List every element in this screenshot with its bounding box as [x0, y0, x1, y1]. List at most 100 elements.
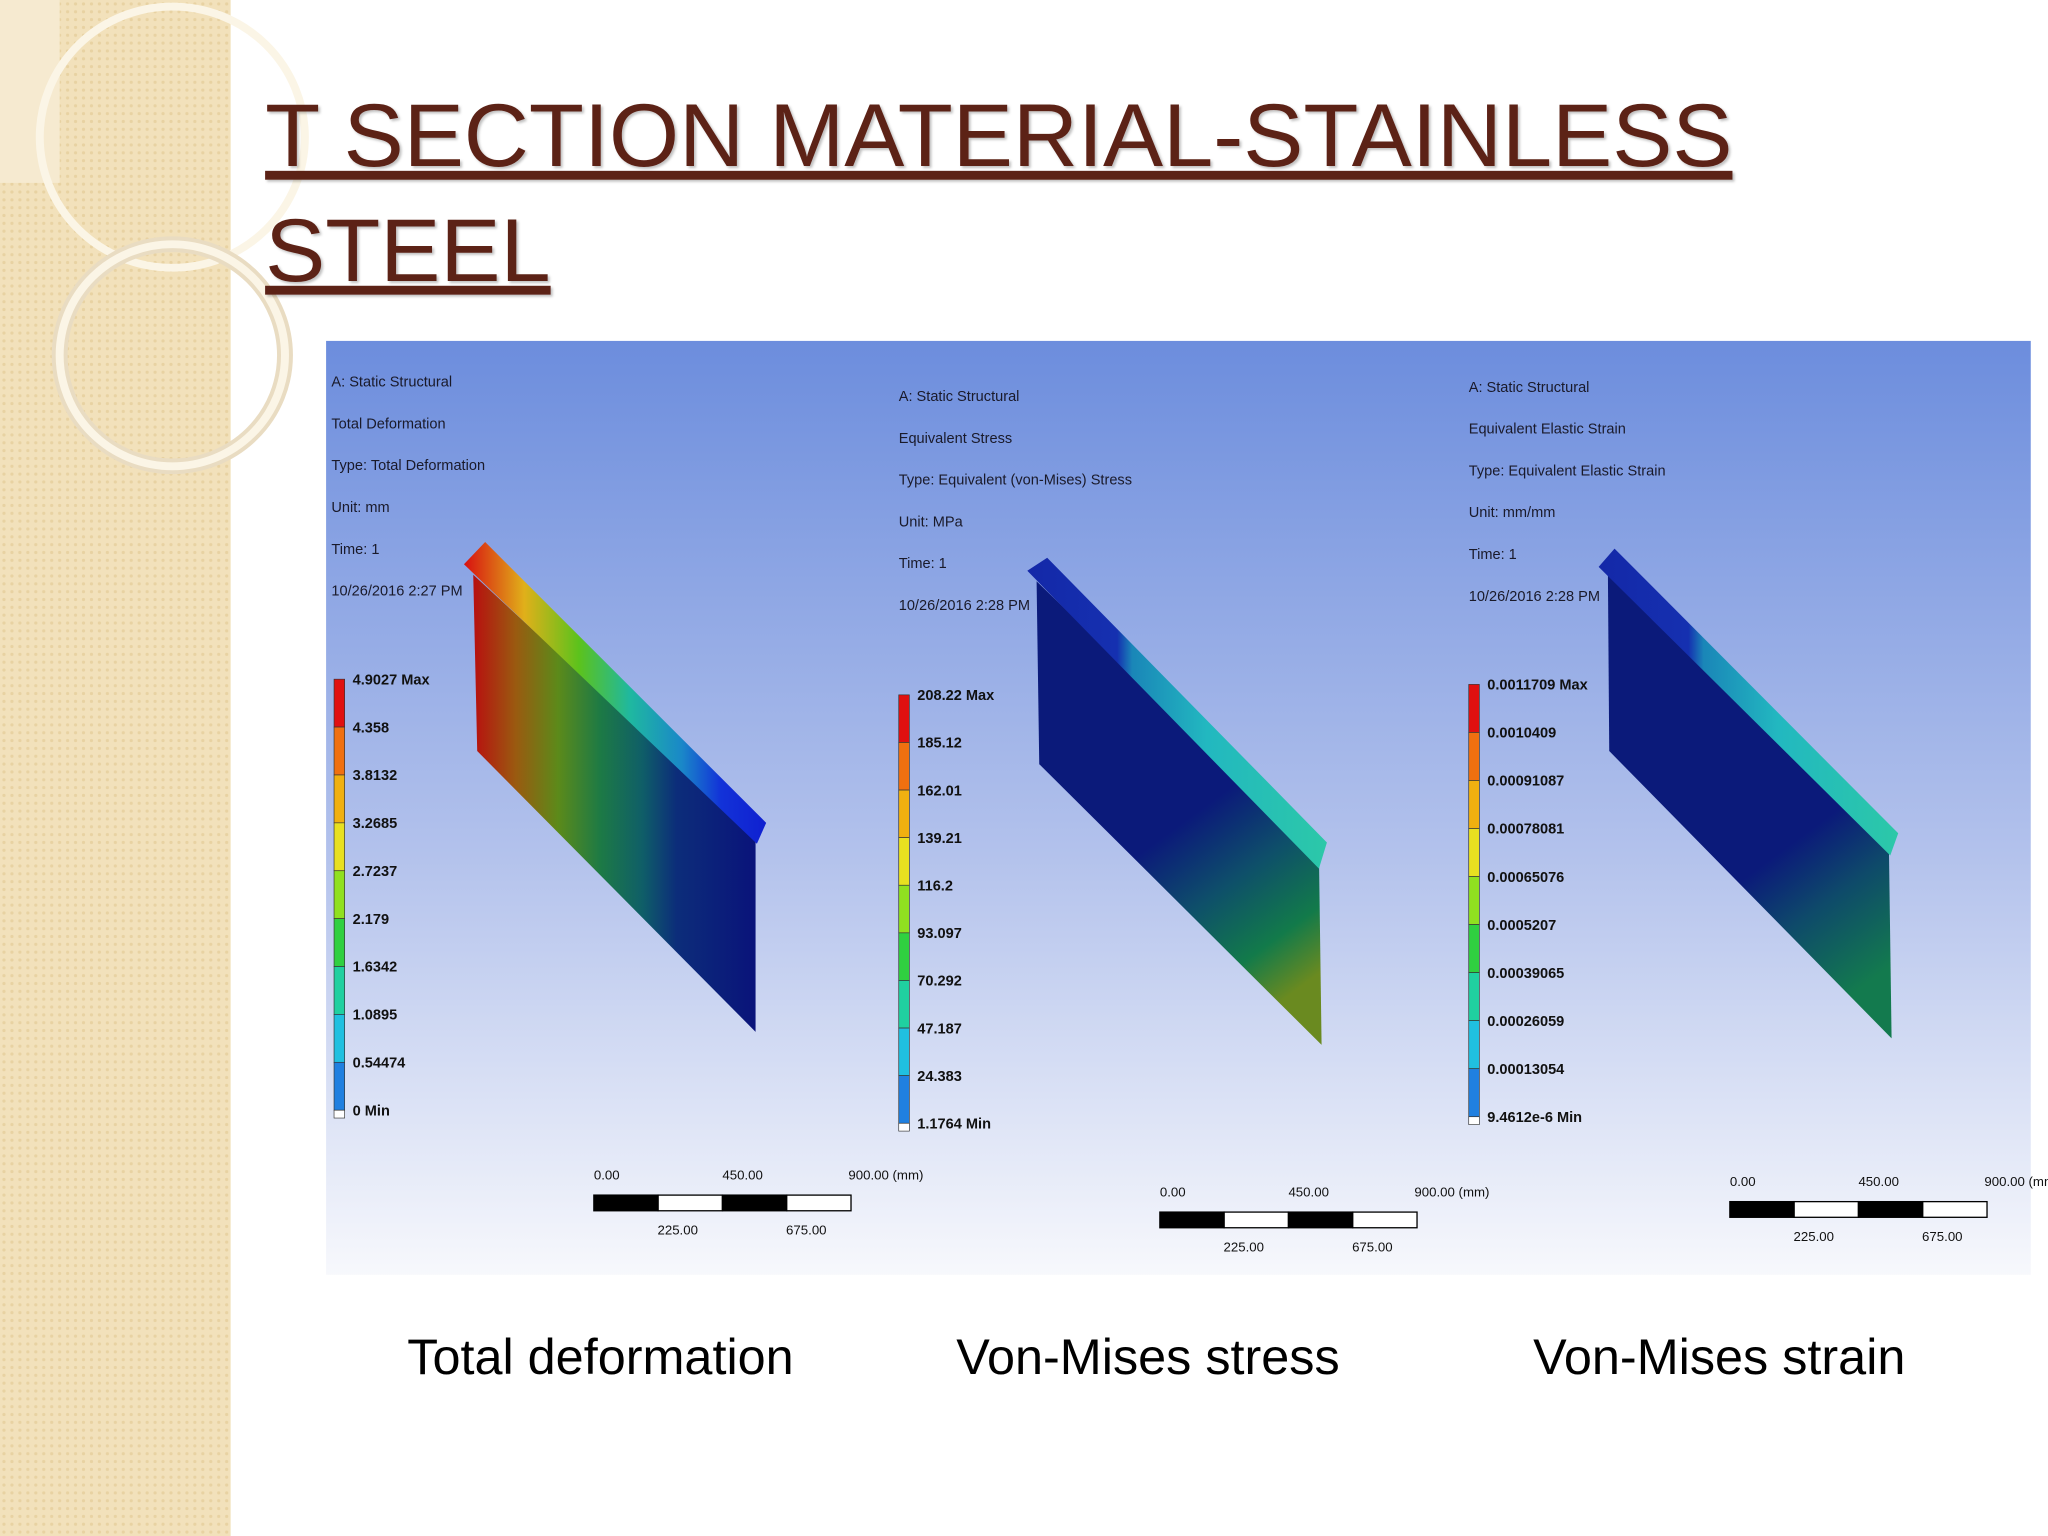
- scale-segment: [593, 1194, 659, 1212]
- legend-band: [1468, 828, 1480, 877]
- scale-label: 0.00: [1730, 1174, 1756, 1189]
- sim-header: Time: 1: [899, 556, 947, 572]
- scale-segment: [657, 1194, 724, 1212]
- legend-band: [333, 1014, 345, 1063]
- legend-band: [333, 918, 345, 967]
- scale-label: 450.00: [1858, 1174, 1898, 1189]
- title-line: STEEL: [265, 200, 551, 299]
- sim-header: Unit: mm: [331, 500, 389, 516]
- legend-label: 4.358: [353, 720, 389, 736]
- sim-header: Type: Equivalent (von-Mises) Stress: [899, 473, 1132, 489]
- beam-flange: [1598, 548, 1899, 856]
- legend-band: [898, 932, 910, 981]
- legend-label: 162.01: [917, 783, 962, 799]
- sim-header: Type: Total Deformation: [331, 458, 485, 474]
- scale-segment: [1159, 1211, 1225, 1229]
- beam-web: [1036, 581, 1322, 1045]
- beam-flange: [463, 542, 767, 844]
- legend-band: [1468, 1020, 1480, 1070]
- legend-band: [333, 966, 345, 1015]
- legend-band: [333, 774, 345, 824]
- scale-segment: [1287, 1211, 1354, 1229]
- ring: [55, 240, 289, 471]
- beam-web: [1607, 574, 1892, 1039]
- ring: [35, 2, 309, 272]
- legend-band: [1468, 684, 1480, 733]
- sim-header: A: Static Structural: [331, 375, 452, 391]
- scale-label: 450.00: [722, 1168, 762, 1183]
- legend-label: 70.292: [917, 974, 962, 990]
- legend-band: [898, 837, 910, 886]
- legend-band: [333, 870, 345, 919]
- scale-label: 900.00 (mm): [1984, 1174, 2048, 1189]
- caption: Von-Mises strain: [1533, 1329, 1905, 1385]
- legend-band: [1468, 732, 1480, 781]
- legend-band: [898, 789, 910, 838]
- legend-band: [333, 726, 345, 776]
- legend-band: [1468, 876, 1480, 925]
- legend-label: 0.00026059: [1487, 1014, 1564, 1030]
- legend-label: 4.9027 Max: [353, 672, 430, 688]
- scale-label: 675.00: [1352, 1239, 1392, 1254]
- beam-flange: [1027, 557, 1327, 869]
- legend-band: [1468, 924, 1480, 973]
- beam-web: [473, 574, 756, 1032]
- legend-label: 0.00065076: [1487, 870, 1564, 886]
- legend-label: 0.00091087: [1487, 774, 1564, 790]
- scale-segment: [1922, 1200, 1988, 1218]
- sim-header: Total Deformation: [331, 416, 445, 432]
- legend-label: 0.0005207: [1487, 918, 1556, 934]
- legend-label: 185.12: [917, 736, 962, 752]
- scale-label: 450.00: [1288, 1184, 1328, 1199]
- scale-label: 225.00: [1223, 1239, 1263, 1254]
- scale-segment: [1793, 1200, 1860, 1218]
- legend-band: [898, 694, 910, 743]
- legend-label: 0.00039065: [1487, 966, 1564, 982]
- legend-band: [1468, 780, 1480, 829]
- legend-label: 116.2: [917, 879, 953, 895]
- legend-label: 1.6342: [353, 960, 398, 976]
- scale-label: 900.00 (mm): [1414, 1184, 1489, 1199]
- legend-band: [1468, 972, 1480, 1021]
- sim-header: 10/26/2016 2:27 PM: [331, 584, 462, 600]
- legend-label: 2.179: [353, 912, 389, 928]
- title-line: T SECTION MATERIAL-STAINLESS: [265, 85, 1732, 184]
- legend-band: [333, 822, 345, 872]
- sim-header: Time: 1: [1469, 547, 1517, 563]
- legend-band: [898, 980, 910, 1029]
- legend-label: 0.54474: [353, 1056, 406, 1072]
- sim-header: A: Static Structural: [899, 389, 1020, 405]
- legend-band: [333, 678, 345, 728]
- legend-label: 0.00078081: [1487, 822, 1564, 838]
- legend-label: 24.383: [917, 1069, 962, 1085]
- caption: Von-Mises stress: [956, 1329, 1339, 1385]
- scale-segment: [786, 1194, 852, 1212]
- legend-min: [898, 1122, 910, 1132]
- legend-label: 139.21: [917, 831, 962, 847]
- legend-band: [898, 1075, 910, 1124]
- legend-label: 3.2685: [353, 816, 398, 832]
- sim-header: Equivalent Elastic Strain: [1469, 422, 1626, 438]
- sim-header: Equivalent Stress: [899, 431, 1012, 447]
- sim-header: Type: Equivalent Elastic Strain: [1469, 464, 1666, 480]
- legend-label: 93.097: [917, 926, 962, 942]
- scale-label: 675.00: [786, 1222, 826, 1237]
- scale-label: 0.00: [1160, 1184, 1186, 1199]
- scale-segment: [1352, 1211, 1418, 1229]
- legend-label: 1.0895: [353, 1008, 398, 1024]
- scale-segment: [1857, 1200, 1924, 1218]
- side-band: [0, 0, 231, 1536]
- legend-label: 9.4612e-6 Min: [1487, 1110, 1582, 1126]
- legend-label: 0.0011709 Max: [1487, 678, 1588, 694]
- legend-band: [898, 742, 910, 791]
- legend-label: 0 Min: [353, 1104, 390, 1120]
- sim-header: 10/26/2016 2:28 PM: [1469, 589, 1600, 605]
- sim-header: Unit: mm/mm: [1469, 505, 1556, 521]
- legend-min: [1468, 1116, 1480, 1125]
- legend-band: [1468, 1068, 1480, 1118]
- scale-label: 675.00: [1922, 1229, 1962, 1244]
- scale-segment: [721, 1194, 788, 1212]
- legend-label: 47.187: [917, 1021, 962, 1037]
